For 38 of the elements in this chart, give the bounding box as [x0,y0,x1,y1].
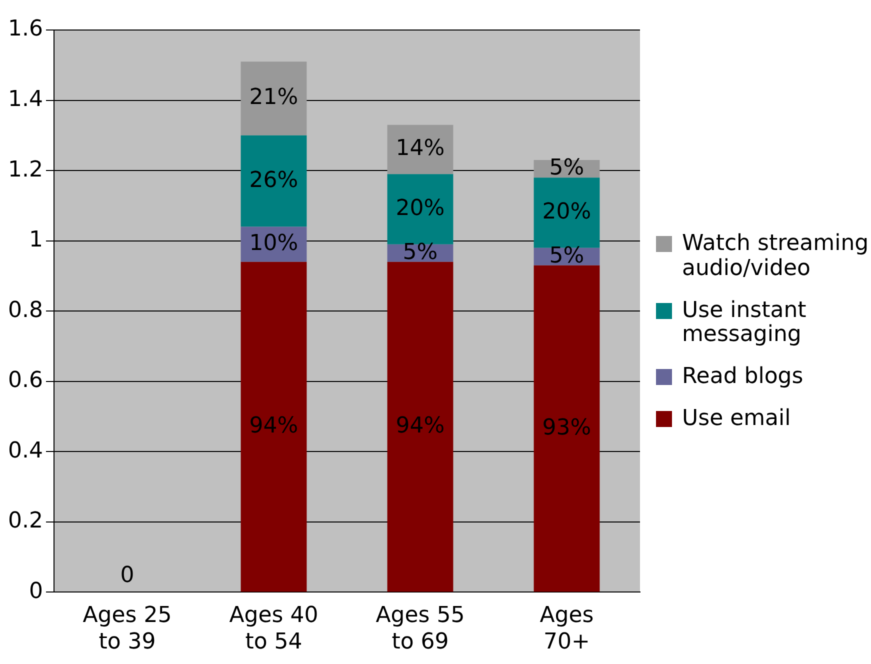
y-tick-label: 1.2 [8,157,43,182]
data-label: 14% [396,136,445,162]
bar [534,265,600,592]
y-tick-label: 1.6 [8,16,43,42]
data-label: 26% [249,168,298,193]
data-label: 94% [396,414,445,439]
bar [240,62,307,136]
data-label: 21% [249,85,298,110]
y-tick-label: 0.2 [8,508,43,534]
data-label: 94% [249,414,298,439]
legend-label: Watch streaming audio/video [682,231,870,281]
bar [534,178,600,248]
data-label: 20% [396,196,445,221]
legend-label: Read blogs [682,364,804,390]
data-label: 5% [549,156,584,181]
legend-label: Use email [682,406,791,432]
y-tick-label: 1.4 [8,86,43,112]
data-label: 0 [120,562,134,588]
y-tick-label: 1 [28,228,43,253]
y-tick-label: 0.6 [8,368,43,394]
x-tick-label: Ages 40 to 54 [229,603,318,655]
bar [240,262,307,592]
x-tick-label: Ages 25 to 39 [82,603,172,655]
bar [240,135,307,227]
x-tick-label: Ages 55 to 69 [376,603,465,655]
data-label: 5% [402,240,438,265]
data-label: 93% [542,415,592,440]
y-tick-label: 0.8 [8,298,43,323]
y-tick-label: 0.4 [8,438,43,464]
bar [387,262,454,592]
data-label: 20% [542,199,592,224]
data-label: 10% [249,231,298,256]
y-tick-label: 0 [28,578,43,604]
x-tick-label: Ages 70+ [540,603,594,655]
bar [387,174,454,244]
bar [387,124,454,174]
data-label: 5% [549,243,584,268]
legend-label: Use instant messaging [682,298,808,348]
